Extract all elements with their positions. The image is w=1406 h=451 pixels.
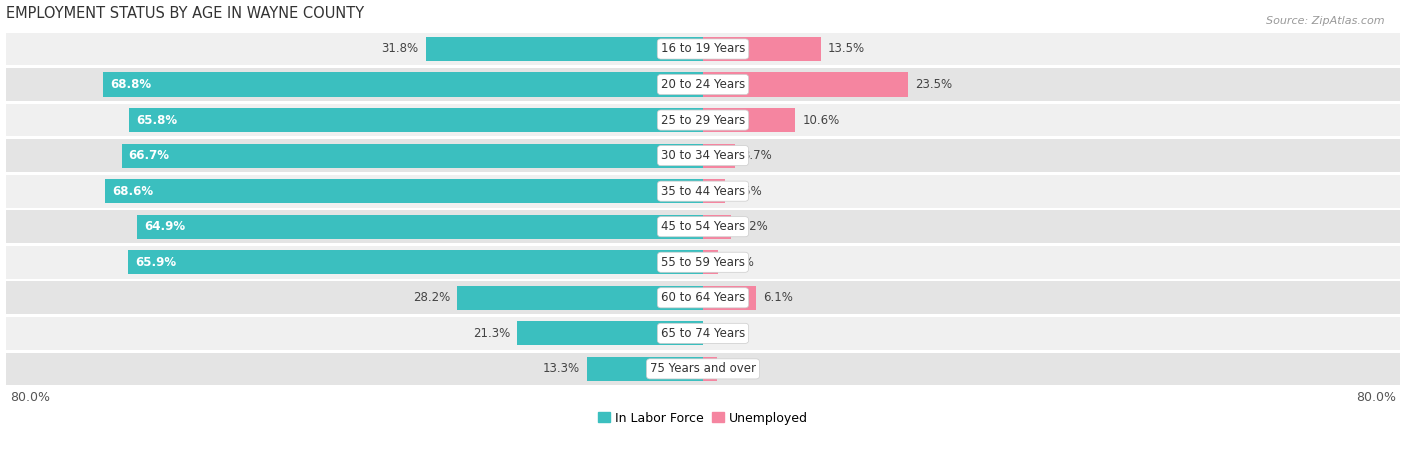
Text: 28.2%: 28.2%: [413, 291, 450, 304]
Text: 13.3%: 13.3%: [543, 363, 581, 375]
Text: 3.2%: 3.2%: [738, 220, 768, 233]
Text: 68.8%: 68.8%: [110, 78, 152, 91]
Text: EMPLOYMENT STATUS BY AGE IN WAYNE COUNTY: EMPLOYMENT STATUS BY AGE IN WAYNE COUNTY: [6, 5, 364, 21]
Text: 10.6%: 10.6%: [803, 114, 839, 127]
Text: 3.7%: 3.7%: [742, 149, 772, 162]
Text: 45 to 54 Years: 45 to 54 Years: [661, 220, 745, 233]
Bar: [6, 32, 1400, 65]
Bar: [588, 357, 703, 381]
Text: 2.5%: 2.5%: [731, 184, 762, 198]
Text: 23.5%: 23.5%: [915, 78, 952, 91]
Text: 65 to 74 Years: 65 to 74 Years: [661, 327, 745, 340]
Bar: [103, 73, 703, 97]
Bar: [121, 143, 703, 168]
Bar: [703, 108, 796, 132]
Bar: [6, 68, 1400, 101]
Bar: [703, 73, 908, 97]
Text: Source: ZipAtlas.com: Source: ZipAtlas.com: [1267, 16, 1385, 26]
Text: 66.7%: 66.7%: [128, 149, 170, 162]
Bar: [517, 321, 703, 345]
Bar: [6, 281, 1400, 314]
Text: 0.0%: 0.0%: [710, 327, 740, 340]
Text: 25 to 29 Years: 25 to 29 Years: [661, 114, 745, 127]
Text: 75 Years and over: 75 Years and over: [650, 363, 756, 375]
Bar: [6, 139, 1400, 172]
Text: 16 to 19 Years: 16 to 19 Years: [661, 42, 745, 55]
Bar: [6, 317, 1400, 350]
Text: 1.6%: 1.6%: [724, 363, 754, 375]
Text: 55 to 59 Years: 55 to 59 Years: [661, 256, 745, 269]
Bar: [703, 215, 731, 239]
Bar: [6, 104, 1400, 137]
Bar: [457, 285, 703, 310]
Bar: [6, 210, 1400, 243]
Text: 65.8%: 65.8%: [136, 114, 177, 127]
Bar: [703, 143, 735, 168]
Bar: [128, 250, 703, 274]
Bar: [426, 37, 703, 61]
Legend: In Labor Force, Unemployed: In Labor Force, Unemployed: [593, 407, 813, 430]
Bar: [129, 108, 703, 132]
Text: 1.7%: 1.7%: [725, 256, 755, 269]
Text: 20 to 24 Years: 20 to 24 Years: [661, 78, 745, 91]
Text: 6.1%: 6.1%: [763, 291, 793, 304]
Text: 80.0%: 80.0%: [10, 391, 51, 404]
Text: 13.5%: 13.5%: [828, 42, 865, 55]
Bar: [703, 285, 756, 310]
Bar: [703, 179, 725, 203]
Text: 68.6%: 68.6%: [112, 184, 153, 198]
Bar: [703, 357, 717, 381]
Text: 60 to 64 Years: 60 to 64 Years: [661, 291, 745, 304]
Bar: [138, 215, 703, 239]
Text: 30 to 34 Years: 30 to 34 Years: [661, 149, 745, 162]
Bar: [6, 246, 1400, 279]
Bar: [6, 175, 1400, 207]
Text: 21.3%: 21.3%: [472, 327, 510, 340]
Text: 65.9%: 65.9%: [135, 256, 177, 269]
Text: 64.9%: 64.9%: [145, 220, 186, 233]
Bar: [105, 179, 703, 203]
Bar: [703, 37, 821, 61]
Text: 35 to 44 Years: 35 to 44 Years: [661, 184, 745, 198]
Text: 80.0%: 80.0%: [1355, 391, 1396, 404]
Bar: [703, 250, 718, 274]
Text: 31.8%: 31.8%: [381, 42, 419, 55]
Bar: [6, 353, 1400, 385]
